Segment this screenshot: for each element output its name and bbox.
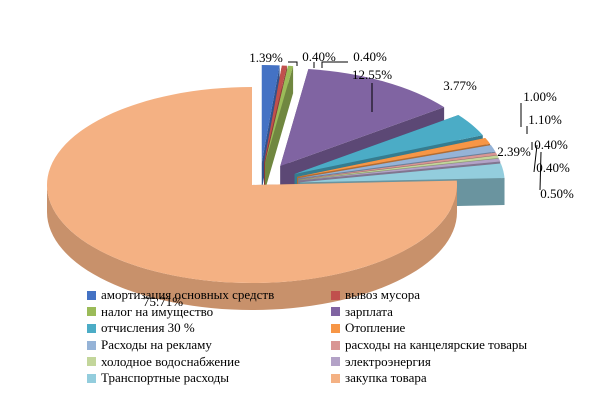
legend-swatch-12: [331, 373, 340, 383]
legend-swatch-1: [87, 290, 96, 300]
leader-line-9: [539, 151, 542, 191]
legend-swatch-7: [87, 340, 96, 350]
data-label-9: 0.40%: [536, 160, 570, 175]
legend-label-9: холодное водоснабжение: [101, 353, 240, 369]
legend-label-4: зарплата: [345, 303, 393, 319]
data-label-8: 0.40%: [534, 137, 568, 152]
data-label-4: 12.55%: [352, 67, 392, 82]
data-label-10: 0.50%: [540, 186, 574, 201]
leader-line-1: [288, 61, 298, 66]
legend-swatch-9: [87, 357, 96, 367]
legend-label-2: вывоз мусора: [345, 287, 421, 303]
legend-item-3: налог на имущество: [87, 304, 331, 321]
legend-label-3: налог на имущество: [101, 303, 214, 319]
data-label-6: 1.00%: [523, 89, 557, 104]
legend-item-4: зарплата: [331, 304, 577, 321]
legend-swatch-2: [331, 290, 340, 300]
legend-label-12: закупка товара: [345, 370, 427, 386]
data-label-1: 1.39%: [249, 50, 283, 65]
legend-item-11: Транспортные расходы: [87, 370, 331, 387]
legend-label-7: Расходы на рекламу: [101, 337, 212, 353]
legend-label-10: электроэнергия: [345, 353, 431, 369]
legend-label-11: Транспортные расходы: [101, 370, 229, 386]
legend-item-2: вывоз мусора: [331, 287, 577, 304]
data-label-7: 1.10%: [528, 112, 562, 127]
legend-item-9: холодное водоснабжение: [87, 353, 331, 370]
data-label-11: 2.39%: [497, 144, 531, 159]
data-label-12: 75.71%: [143, 294, 183, 309]
legend-item-1: амортизация основных средств: [87, 287, 331, 304]
legend-item-6: Отопление: [331, 320, 577, 337]
leader-line-8: [533, 144, 538, 173]
legend-swatch-11: [87, 373, 96, 383]
legend-swatch-4: [331, 307, 340, 317]
legend-label-5: отчисления 30 %: [101, 320, 195, 336]
legend-item-12: закупка товара: [331, 370, 577, 387]
pie-slice-3: [264, 65, 294, 191]
legend-label-6: Отопление: [345, 320, 406, 336]
legend-item-8: расходы на канцелярские товары: [331, 337, 577, 354]
chart-legend: амортизация основных средств вывоз мусора…: [87, 287, 577, 387]
legend-label-8: расходы на канцелярские товары: [345, 337, 528, 353]
leader-line-3: [321, 61, 348, 68]
legend-swatch-3: [87, 307, 96, 317]
legend-label-1: амортизация основных средств: [101, 287, 275, 303]
pie-slice-12: [47, 87, 458, 310]
legend-swatch-10: [331, 357, 340, 367]
legend-item-5: отчисления 30 %: [87, 320, 331, 337]
data-label-5: 3.77%: [443, 78, 477, 93]
data-label-2: 0.40%: [302, 49, 336, 64]
legend-swatch-6: [331, 323, 340, 333]
legend-item-7: Расходы на рекламу: [87, 337, 331, 354]
legend-item-10: электроэнергия: [331, 353, 577, 370]
legend-swatch-8: [331, 340, 340, 350]
data-label-3: 0.40%: [353, 49, 387, 64]
legend-swatch-5: [87, 323, 96, 333]
